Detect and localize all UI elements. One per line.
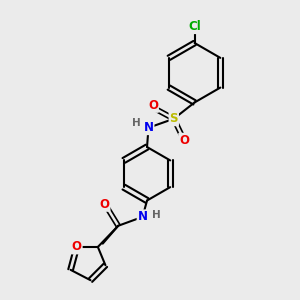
Text: O: O: [148, 99, 158, 112]
Text: O: O: [179, 134, 189, 147]
Text: H: H: [132, 118, 140, 128]
Text: H: H: [152, 210, 160, 220]
Text: S: S: [169, 112, 178, 125]
Text: N: N: [138, 210, 148, 224]
Text: N: N: [143, 121, 154, 134]
Text: Cl: Cl: [188, 20, 201, 33]
Text: O: O: [72, 241, 82, 254]
Text: O: O: [100, 198, 110, 211]
